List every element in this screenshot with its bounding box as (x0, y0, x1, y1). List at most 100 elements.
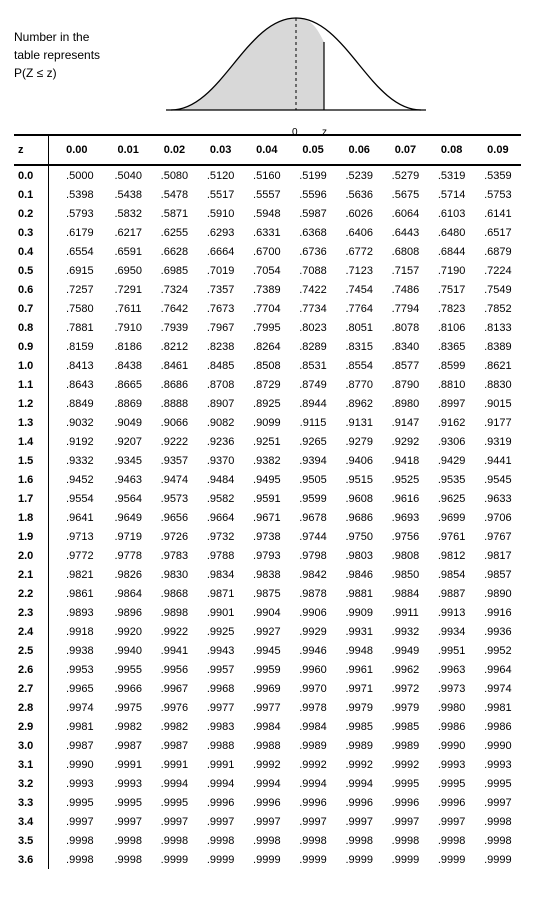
cell-value: .8554 (336, 356, 382, 375)
cell-value: .9066 (151, 413, 197, 432)
cell-value: .8708 (198, 375, 244, 394)
z-table: z0.000.010.020.030.040.050.060.070.080.0… (14, 136, 521, 869)
cell-value: .9846 (336, 565, 382, 584)
cell-value: .5636 (336, 185, 382, 204)
cell-value: .9916 (475, 603, 521, 622)
cell-value: .7123 (336, 261, 382, 280)
cell-value: .9525 (382, 470, 428, 489)
table-row: 2.5.9938.9940.9941.9943.9945.9946.9948.9… (14, 641, 521, 660)
cell-value: .9979 (336, 698, 382, 717)
table-row: 3.1.9990.9991.9991.9991.9992.9992.9992.9… (14, 755, 521, 774)
cell-value: .7324 (151, 280, 197, 299)
cell-value: .9999 (429, 850, 475, 869)
cell-value: .9678 (290, 508, 336, 527)
cell-value: .9967 (151, 679, 197, 698)
cell-value: .9778 (105, 546, 151, 565)
cell-value: .9994 (244, 774, 290, 793)
cell-value: .9608 (336, 489, 382, 508)
cell-value: .5910 (198, 204, 244, 223)
cell-value: .9878 (290, 584, 336, 603)
table-row: 3.3.9995.9995.9995.9996.9996.9996.9996.9… (14, 793, 521, 812)
row-label: 2.2 (14, 584, 48, 603)
cell-value: .9999 (290, 850, 336, 869)
cell-value: .9429 (429, 451, 475, 470)
cell-value: .9441 (475, 451, 521, 470)
cell-value: .9279 (336, 432, 382, 451)
cell-value: .9864 (105, 584, 151, 603)
cell-value: .9834 (198, 565, 244, 584)
cell-value: .9985 (336, 717, 382, 736)
table-row: 3.5.9998.9998.9998.9998.9998.9998.9998.9… (14, 831, 521, 850)
cell-value: .6406 (336, 223, 382, 242)
cell-value: .9996 (244, 793, 290, 812)
cell-value: .9998 (151, 831, 197, 850)
cell-value: .9999 (244, 850, 290, 869)
cell-value: .8925 (244, 394, 290, 413)
cell-value: .8133 (475, 318, 521, 337)
cell-value: .9960 (290, 660, 336, 679)
cell-value: .6179 (48, 223, 105, 242)
cell-value: .9649 (105, 508, 151, 527)
cell-value: .9996 (336, 793, 382, 812)
cell-value: .9997 (429, 812, 475, 831)
caption-line-1: Number in the (14, 28, 100, 46)
cell-value: .9306 (429, 432, 475, 451)
cell-value: .9997 (475, 793, 521, 812)
cell-value: .9999 (475, 850, 521, 869)
cell-value: .9761 (429, 527, 475, 546)
cell-value: .9474 (151, 470, 197, 489)
cell-value: .9911 (382, 603, 428, 622)
row-label: 1.4 (14, 432, 48, 451)
cell-value: .9925 (198, 622, 244, 641)
cell-value: .5040 (105, 165, 151, 185)
table-row: 2.3.9893.9896.9898.9901.9904.9906.9909.9… (14, 603, 521, 622)
cell-value: .9904 (244, 603, 290, 622)
col-header: 0.08 (429, 136, 475, 165)
cell-value: .9345 (105, 451, 151, 470)
cell-value: .5199 (290, 165, 336, 185)
cell-value: .9988 (244, 736, 290, 755)
cell-value: .9992 (244, 755, 290, 774)
cell-value: .9821 (48, 565, 105, 584)
cell-value: .5517 (198, 185, 244, 204)
cell-value: .9984 (244, 717, 290, 736)
table-row: 3.6.9998.9998.9999.9999.9999.9999.9999.9… (14, 850, 521, 869)
row-label: 2.4 (14, 622, 48, 641)
cell-value: .9985 (382, 717, 428, 736)
cell-value: .9573 (151, 489, 197, 508)
col-header-z: z (14, 136, 48, 165)
cell-value: .9767 (475, 527, 521, 546)
cell-value: .9996 (382, 793, 428, 812)
row-label: 1.2 (14, 394, 48, 413)
cell-value: .9995 (48, 793, 105, 812)
row-label: 2.3 (14, 603, 48, 622)
cell-value: .9995 (151, 793, 197, 812)
table-row: 0.7.7580.7611.7642.7673.7704.7734.7764.7… (14, 299, 521, 318)
cell-value: .9968 (198, 679, 244, 698)
cell-value: .6772 (336, 242, 382, 261)
cell-value: .9998 (475, 831, 521, 850)
cell-value: .7673 (198, 299, 244, 318)
cell-value: .9082 (198, 413, 244, 432)
cell-value: .9418 (382, 451, 428, 470)
cell-value: .6808 (382, 242, 428, 261)
table-row: 2.4.9918.9920.9922.9925.9927.9929.9931.9… (14, 622, 521, 641)
table-row: 1.6.9452.9463.9474.9484.9495.9505.9515.9… (14, 470, 521, 489)
cell-value: .9049 (105, 413, 151, 432)
cell-value: .9991 (151, 755, 197, 774)
cell-value: .9625 (429, 489, 475, 508)
cell-value: .9115 (290, 413, 336, 432)
cell-value: .9991 (198, 755, 244, 774)
cell-value: .9980 (429, 698, 475, 717)
cell-value: .8078 (382, 318, 428, 337)
cell-value: .8749 (290, 375, 336, 394)
cell-value: .9693 (382, 508, 428, 527)
cell-value: .8365 (429, 337, 475, 356)
cell-value: .9857 (475, 565, 521, 584)
cell-value: .9382 (244, 451, 290, 470)
cell-value: .9192 (48, 432, 105, 451)
cell-value: .9994 (198, 774, 244, 793)
cell-value: .9812 (429, 546, 475, 565)
cell-value: .9995 (475, 774, 521, 793)
cell-value: .7486 (382, 280, 428, 299)
